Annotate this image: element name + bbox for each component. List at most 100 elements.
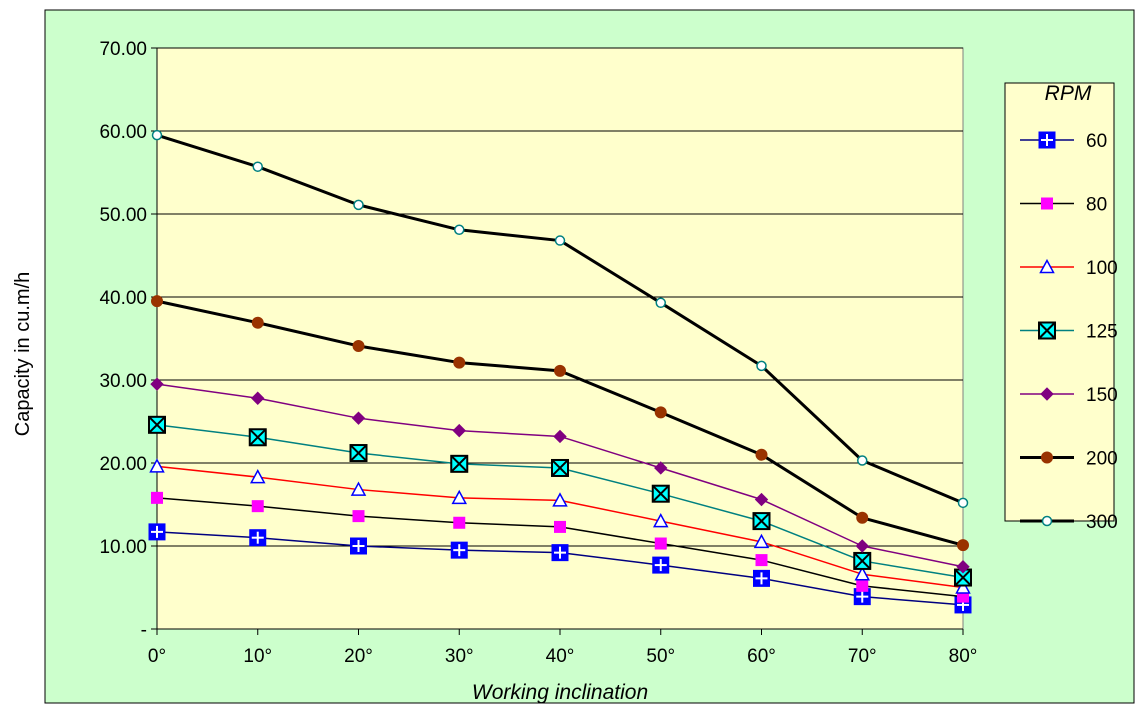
marker-150-3: [452, 423, 466, 438]
marker-300-1: [252, 161, 263, 172]
marker-200-0: [151, 295, 163, 308]
marker-200-6: [755, 448, 768, 461]
marker-legend-150: [1040, 387, 1054, 401]
marker-150-0: [150, 377, 164, 391]
marker-200-3: [453, 356, 466, 369]
marker-150-8: [956, 560, 970, 574]
marker-legend-80: [1041, 197, 1053, 210]
legend-label: 125: [1086, 322, 1118, 343]
marker-100-2: [350, 481, 367, 496]
marker-125-1: [248, 428, 267, 447]
marker-80-2: [352, 510, 365, 523]
marker-60-7: [853, 588, 871, 606]
marker-60-1: [249, 529, 267, 547]
x-tick-label: 60°: [747, 646, 776, 667]
legend-title: RPM: [1045, 82, 1092, 105]
marker-100-6: [753, 533, 770, 549]
gridlines: [157, 47, 963, 547]
marker-100-0: [149, 458, 165, 473]
x-tick-label: 80°: [949, 646, 978, 667]
legend-item-80: 80: [1020, 195, 1107, 216]
marker-60-5: [652, 556, 670, 574]
legend-label: 80: [1086, 195, 1107, 216]
series-125: [148, 415, 972, 587]
marker-100-4: [552, 492, 568, 507]
legend-label: 100: [1086, 258, 1118, 279]
marker-200-2: [352, 339, 365, 352]
marker-200-1: [251, 316, 264, 329]
legend-box: [1004, 82, 1115, 522]
marker-200-4: [554, 364, 566, 377]
marker-125-3: [450, 454, 469, 473]
y-tick-label: 50.00: [99, 205, 147, 226]
marker-300-5: [655, 297, 666, 309]
marker-125-7: [853, 551, 872, 570]
y-tick-label: 40.00: [99, 288, 147, 309]
x-axis-label: Working inclination: [472, 681, 648, 704]
marker-60-0: [148, 523, 166, 541]
marker-60-6: [753, 569, 770, 587]
legend-label: 150: [1086, 385, 1118, 406]
marker-300-4: [554, 235, 566, 246]
legend-label: 200: [1086, 449, 1118, 470]
marker-125-4: [551, 458, 569, 477]
marker-legend-125: [1038, 321, 1056, 340]
marker-legend-60: [1038, 131, 1056, 149]
marker-150-1: [251, 391, 265, 405]
plot-area: [156, 47, 964, 630]
marker-300-2: [353, 199, 364, 211]
x-tick-label: 40°: [546, 646, 575, 667]
series-200: [151, 295, 969, 552]
marker-150-2: [351, 411, 366, 425]
marker-100-7: [854, 566, 871, 581]
marker-100-1: [249, 469, 266, 484]
marker-300-0: [151, 129, 163, 141]
marker-300-8: [957, 497, 969, 509]
legend-item-100: 100: [1020, 258, 1118, 279]
legend-item-150: 150: [1020, 385, 1118, 406]
marker-80-5: [654, 537, 667, 550]
marker-300-3: [454, 224, 465, 236]
marker-200-5: [654, 406, 667, 419]
marker-100-3: [451, 489, 468, 505]
y-tick-label: 10.00: [99, 537, 147, 558]
legend-label: 300: [1086, 512, 1118, 533]
x-tick-label: 30°: [445, 646, 474, 667]
marker-80-7: [856, 579, 869, 592]
legend-item-60: 60: [1020, 131, 1107, 152]
x-tick-label: 70°: [848, 646, 877, 667]
marker-150-5: [654, 461, 668, 475]
marker-200-7: [856, 511, 869, 524]
marker-100-8: [955, 579, 971, 594]
marker-150-4: [553, 429, 567, 444]
marker-150-7: [855, 539, 869, 553]
marker-300-6: [756, 360, 767, 372]
marker-legend-200: [1041, 451, 1053, 464]
marker-300-7: [857, 455, 868, 466]
marker-60-3: [450, 541, 468, 559]
marker-80-0: [151, 491, 163, 504]
marker-125-2: [349, 444, 368, 463]
y-tick-label: -: [141, 620, 147, 641]
marker-80-1: [251, 500, 264, 513]
series-60: [148, 523, 972, 614]
y-tick-label: 60.00: [99, 122, 147, 143]
y-tick-label: 20.00: [99, 454, 147, 475]
y-tick-label: 70.00: [99, 39, 147, 60]
marker-legend-300: [1041, 515, 1053, 527]
legend-item-125: 125: [1020, 321, 1118, 343]
y-axis-label: Capacity in cu.m/h: [12, 272, 34, 437]
marker-125-6: [752, 512, 771, 531]
x-tick-label: 10°: [243, 646, 272, 667]
marker-125-0: [148, 415, 166, 434]
marker-legend-100: [1039, 258, 1055, 274]
marker-60-2: [350, 537, 367, 555]
marker-80-3: [453, 516, 466, 529]
series-150: [150, 377, 970, 574]
series-layer: [148, 129, 972, 614]
axes: - 10.00 20.00 30.00 40.00 50.00 60.00 70.00 0° 10…: [99, 39, 977, 667]
x-tick-label: 20°: [344, 646, 373, 667]
x-tick-label: 50°: [646, 646, 675, 667]
legend: 60 80 100 125 150 200 300: [1020, 131, 1118, 533]
